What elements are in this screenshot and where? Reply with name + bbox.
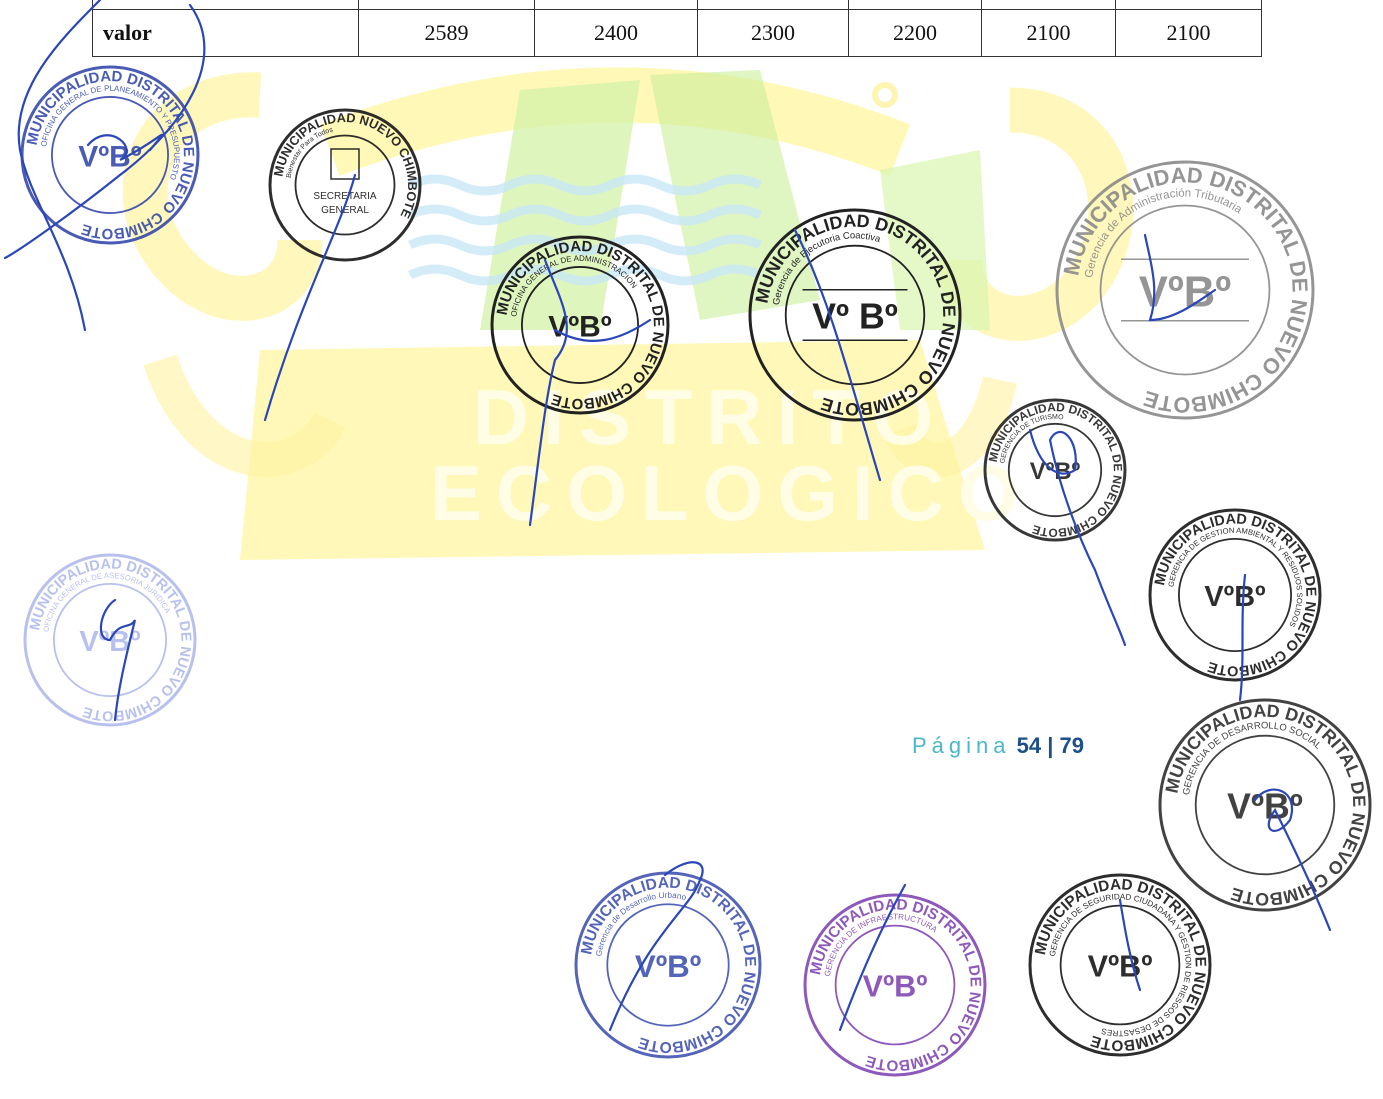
official-stamp: MUNICIPALIDAD DISTRITAL DE NUEVO CHIMBOT… (1140, 500, 1330, 690)
table-cell: 2100 (1115, 9, 1262, 57)
svg-text:VºBº: VºBº (1088, 950, 1153, 984)
svg-text:SECRETARIA: SECRETARIA (313, 191, 376, 202)
svg-text:VºBº: VºBº (1030, 458, 1081, 485)
official-stamp: MUNICIPALIDAD DISTRITAL DE NUEVO CHIMBOT… (566, 863, 770, 1067)
watermark-line-2: ECOLOGICO (430, 449, 1033, 537)
svg-text:VºBº: VºBº (863, 970, 928, 1004)
official-stamp: MUNICIPALIDAD NUEVO CHIMBOTE Bienestar Pa… (260, 100, 430, 270)
table-cell: 2300 (697, 9, 849, 57)
table-row: valor 2589 2400 2300 2200 2100 2100 (92, 9, 1262, 57)
official-stamp: MUNICIPALIDAD DISTRITAL DE NUEVO CHIMBOT… (482, 227, 678, 423)
svg-text:GENERAL: GENERAL (321, 205, 369, 216)
values-table: valor 2589 2400 2300 2200 2100 2100 (92, 0, 1262, 57)
svg-text:VºBº: VºBº (1139, 269, 1231, 317)
official-stamp: MUNICIPALIDAD DISTRITAL DE NUEVO CHIMBOT… (1047, 152, 1323, 428)
svg-text:VºBº: VºBº (79, 626, 141, 658)
row-label-valor: valor (92, 9, 359, 57)
svg-text:VºBº: VºBº (548, 310, 611, 343)
svg-text:VºBº: VºBº (1204, 581, 1266, 613)
page-word: Página (912, 733, 1011, 758)
svg-text:VºBº: VºBº (1227, 787, 1303, 827)
page-current: 54 (1016, 733, 1042, 758)
table-cell: 2100 (981, 9, 1116, 57)
svg-text:VºBº: VºBº (78, 140, 141, 173)
table-cell: 2400 (534, 9, 698, 57)
official-stamp: MUNICIPALIDAD DISTRITAL DE NUEVO CHIMBOT… (975, 390, 1135, 550)
svg-text:Vº Bº: Vº Bº (812, 297, 898, 337)
page-number: Página 54 | 79 (912, 733, 1084, 759)
official-stamp: MUNICIPALIDAD DISTRITAL DE NUEVO CHIMBOT… (1020, 865, 1220, 1065)
official-stamp: MUNICIPALIDAD DISTRITAL DE NUEVO CHIMBOT… (740, 200, 970, 430)
page-total: 79 (1059, 733, 1085, 758)
official-stamp: MUNICIPALIDAD DISTRITAL DE NUEVO CHIMBOT… (795, 885, 995, 1085)
table-row (92, 0, 1262, 10)
page-separator: | (1047, 733, 1054, 758)
official-stamp: MUNICIPALIDAD DISTRITAL DE NUEVO CHIMBOT… (15, 545, 205, 735)
table-cell: 2200 (848, 9, 982, 57)
table-cell: 2589 (358, 9, 535, 57)
official-stamp: MUNICIPALIDAD DISTRITAL DE NUEVO CHIMBOT… (12, 57, 208, 253)
svg-text:VºBº: VºBº (635, 949, 701, 984)
